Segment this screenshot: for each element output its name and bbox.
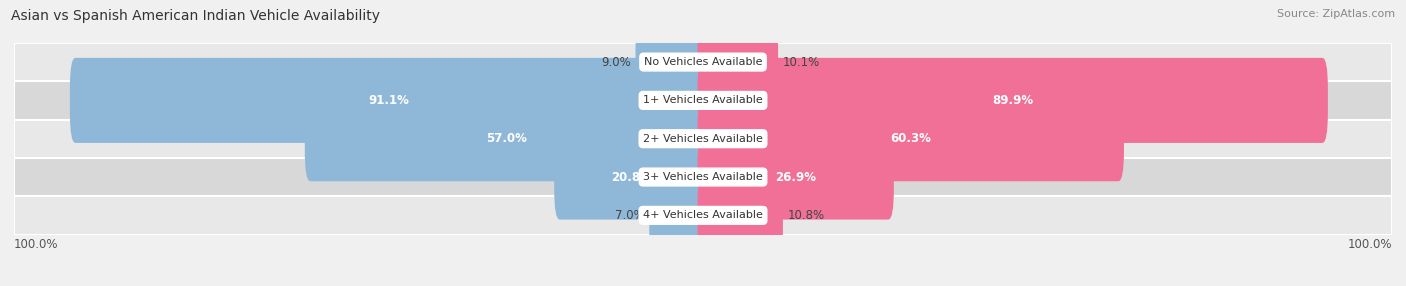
Text: 9.0%: 9.0% <box>600 55 631 69</box>
Text: 10.1%: 10.1% <box>783 55 820 69</box>
FancyBboxPatch shape <box>697 19 778 105</box>
Text: 20.8%: 20.8% <box>612 170 652 184</box>
Text: 91.1%: 91.1% <box>368 94 409 107</box>
Text: 7.0%: 7.0% <box>614 209 644 222</box>
Text: 60.3%: 60.3% <box>890 132 931 145</box>
FancyBboxPatch shape <box>305 96 709 181</box>
FancyBboxPatch shape <box>14 196 1392 235</box>
Text: 3+ Vehicles Available: 3+ Vehicles Available <box>643 172 763 182</box>
Text: 57.0%: 57.0% <box>486 132 527 145</box>
FancyBboxPatch shape <box>14 158 1392 196</box>
Text: No Vehicles Available: No Vehicles Available <box>644 57 762 67</box>
FancyBboxPatch shape <box>14 43 1392 81</box>
FancyBboxPatch shape <box>697 58 1327 143</box>
FancyBboxPatch shape <box>636 19 709 105</box>
Text: 4+ Vehicles Available: 4+ Vehicles Available <box>643 210 763 220</box>
Text: 89.9%: 89.9% <box>993 94 1033 107</box>
Text: 100.0%: 100.0% <box>1347 238 1392 251</box>
FancyBboxPatch shape <box>697 173 783 258</box>
FancyBboxPatch shape <box>14 120 1392 158</box>
Text: Asian vs Spanish American Indian Vehicle Availability: Asian vs Spanish American Indian Vehicle… <box>11 9 380 23</box>
Text: 1+ Vehicles Available: 1+ Vehicles Available <box>643 96 763 105</box>
FancyBboxPatch shape <box>697 134 894 220</box>
Text: 10.8%: 10.8% <box>787 209 825 222</box>
FancyBboxPatch shape <box>697 96 1123 181</box>
Text: 2+ Vehicles Available: 2+ Vehicles Available <box>643 134 763 144</box>
FancyBboxPatch shape <box>650 173 709 258</box>
Text: 26.9%: 26.9% <box>775 170 815 184</box>
FancyBboxPatch shape <box>70 58 709 143</box>
FancyBboxPatch shape <box>554 134 709 220</box>
Text: Source: ZipAtlas.com: Source: ZipAtlas.com <box>1277 9 1395 19</box>
Text: 100.0%: 100.0% <box>14 238 59 251</box>
FancyBboxPatch shape <box>14 81 1392 120</box>
